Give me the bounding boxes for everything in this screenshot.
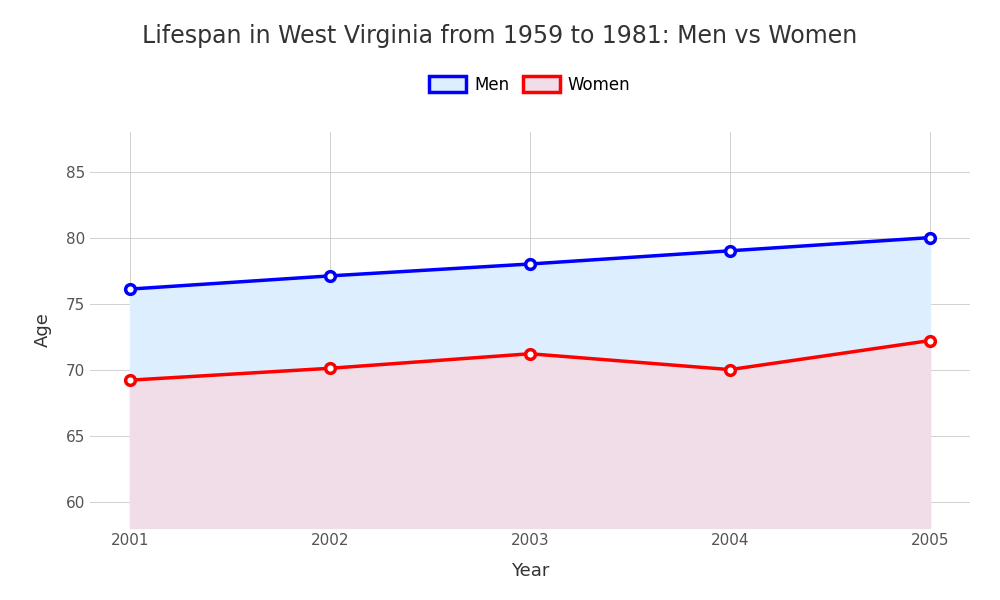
Y-axis label: Age: Age — [34, 313, 52, 347]
Legend: Men, Women: Men, Women — [423, 69, 637, 100]
Text: Lifespan in West Virginia from 1959 to 1981: Men vs Women: Lifespan in West Virginia from 1959 to 1… — [142, 24, 858, 48]
X-axis label: Year: Year — [511, 562, 549, 580]
